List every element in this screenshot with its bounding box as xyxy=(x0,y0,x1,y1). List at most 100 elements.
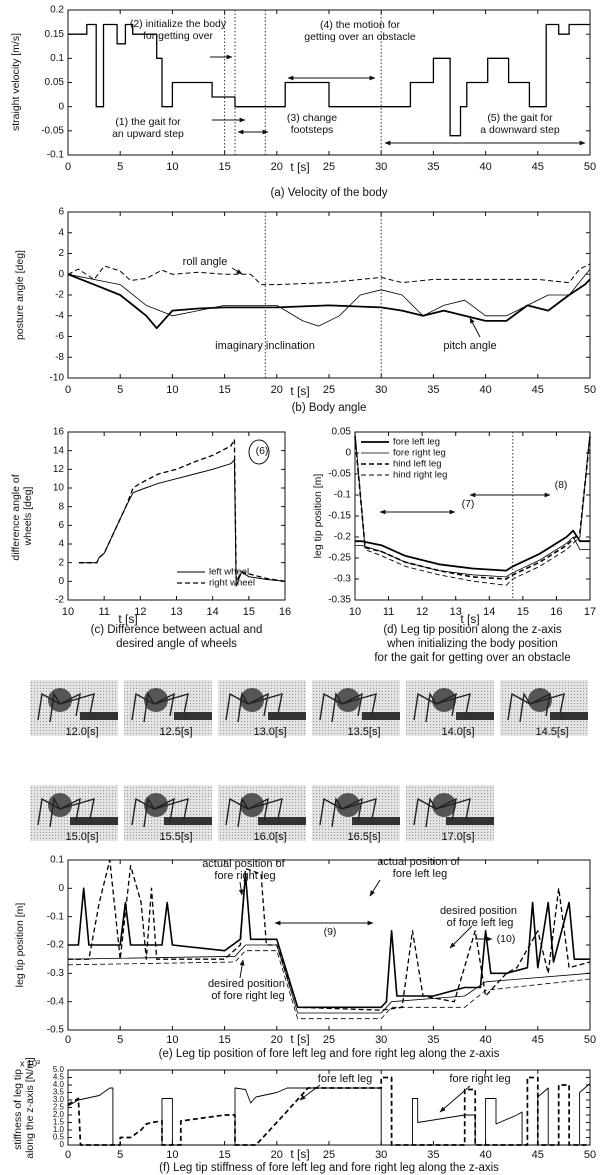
snapshot-leg xyxy=(247,692,269,717)
snapshot-leg xyxy=(225,797,249,826)
x-tick-label: 40 xyxy=(479,161,491,173)
arrow xyxy=(299,1084,321,1101)
snapshot-frame xyxy=(30,680,118,736)
y-tick-label: -4 xyxy=(55,310,64,321)
y-tick-label: -0.2 xyxy=(334,532,352,543)
y-axis-label: posture angle [deg] xyxy=(14,250,26,340)
x-tick-label: 40 xyxy=(479,384,491,396)
snapshot-label: 17.0[s] xyxy=(441,831,474,843)
y-tick-label: 5.0 xyxy=(53,1065,65,1074)
snapshot-leg xyxy=(319,692,343,721)
y-tick-label: -0.1 xyxy=(47,911,65,922)
snapshot-label: 12.5[s] xyxy=(159,726,192,738)
highlight xyxy=(248,439,270,465)
snapshot-robot xyxy=(240,793,264,817)
x-tick-label: 45 xyxy=(532,384,544,396)
snapshot-leg xyxy=(319,797,343,826)
x-tick-label: 35 xyxy=(427,1149,439,1161)
snapshot-label: 16.0[s] xyxy=(253,831,286,843)
snapshot-leg xyxy=(37,797,61,826)
x-tick-label: 10 xyxy=(166,1149,178,1161)
y-tick-label: 3.0 xyxy=(53,1095,65,1104)
legend-label: right wheel xyxy=(209,578,255,589)
data-line xyxy=(67,268,591,327)
snapshot-leg xyxy=(59,692,81,717)
x-tick-label: 16 xyxy=(550,606,562,618)
y-tick-label: -2 xyxy=(55,595,64,606)
x-tick-label: 15 xyxy=(218,1034,230,1046)
x-tick-label: 10 xyxy=(166,161,178,173)
x-tick-label: 45 xyxy=(532,161,544,173)
annotation: (7) xyxy=(462,498,475,510)
snapshot-leg xyxy=(59,693,95,715)
legend-label: fore left leg xyxy=(393,437,440,448)
x-tick-label: 50 xyxy=(584,1149,596,1161)
x-tick-label: 20 xyxy=(271,1149,283,1161)
x-tick-label: 30 xyxy=(375,1149,387,1161)
x-tick-label: 5 xyxy=(117,1034,123,1046)
x-tick-label: 20 xyxy=(271,161,283,173)
y-tick-label: 0.05 xyxy=(332,427,352,438)
legend-label: fore right leg xyxy=(393,448,446,459)
snapshot-label: 16.5[s] xyxy=(347,831,380,843)
y-tick-label: 0.2 xyxy=(50,5,64,16)
x-tick-label: 15 xyxy=(218,161,230,173)
x-axis-label: t [s] xyxy=(290,384,309,398)
annotation: footsteps xyxy=(291,124,334,136)
annotation: (2) initialize the body xyxy=(130,18,227,30)
snapshot-robot xyxy=(336,688,360,712)
y-tick-label: 0 xyxy=(58,269,64,280)
arrow xyxy=(469,317,481,338)
y-tick-label: 0 xyxy=(345,448,351,459)
x-tick-label: 50 xyxy=(584,384,596,396)
x-tick-label: 35 xyxy=(427,161,439,173)
snapshot-frame xyxy=(218,680,306,736)
snapshot-step xyxy=(80,712,118,720)
y-tick-label: -0.05 xyxy=(328,469,351,480)
series-label: actual position of fore left leg xyxy=(377,856,463,880)
x-tick-label: 14 xyxy=(207,606,219,618)
plot-frame xyxy=(67,211,591,379)
caption: for the gait for getting over an obstacl… xyxy=(374,652,570,664)
arrow xyxy=(369,879,381,897)
caption: (d) Leg tip position along the z-axis xyxy=(383,624,562,636)
y-tick-label: 0.5 xyxy=(53,1133,65,1142)
legend-label: left wheel xyxy=(209,567,249,578)
y-tick-label: 0.15 xyxy=(45,29,65,40)
x-tick-label: 0 xyxy=(65,1034,71,1046)
arrow xyxy=(449,925,473,949)
x-tick-label: 0 xyxy=(65,161,71,173)
y-tick-label: 10 xyxy=(53,483,65,494)
x-axis-label: t [s] xyxy=(290,1032,309,1046)
snapshot-label: 13.0[s] xyxy=(253,726,286,738)
y-tick-label: -6 xyxy=(55,331,64,342)
y-tick-label: 0 xyxy=(58,101,64,112)
series-label: roll angle xyxy=(183,256,228,268)
y-tick-label: 0 xyxy=(60,1140,65,1149)
snapshot-leg xyxy=(237,796,249,828)
snapshot-leg xyxy=(131,797,155,826)
snapshot-frame xyxy=(218,785,306,841)
snapshot-leg xyxy=(153,692,175,717)
x-tick-label: 5 xyxy=(117,1149,123,1161)
snapshot-leg xyxy=(341,797,363,822)
y-axis-label: difference angle of wheels [deg] xyxy=(10,471,34,560)
caption: when initializing the body position xyxy=(386,638,558,650)
snapshot-leg xyxy=(131,692,155,721)
snapshot-leg xyxy=(341,798,377,820)
snapshot-step xyxy=(174,712,212,720)
snapshot-step xyxy=(446,817,494,825)
x-tick-label: 11 xyxy=(98,606,109,618)
snapshot-leg xyxy=(37,692,61,721)
data-line xyxy=(67,1076,590,1146)
y-tick-label: -0.25 xyxy=(328,553,351,564)
snapshot-leg xyxy=(331,796,343,828)
x-tick-label: 0 xyxy=(65,384,71,396)
snapshot-label: 14.5[s] xyxy=(535,726,568,738)
snapshot-robot xyxy=(144,793,168,817)
annotation: a downward step xyxy=(480,124,560,136)
x-tick-label: 30 xyxy=(375,384,387,396)
x-tick-label: 13 xyxy=(170,606,182,618)
y-tick-label: 0 xyxy=(58,883,64,894)
snapshot-leg xyxy=(435,693,471,715)
